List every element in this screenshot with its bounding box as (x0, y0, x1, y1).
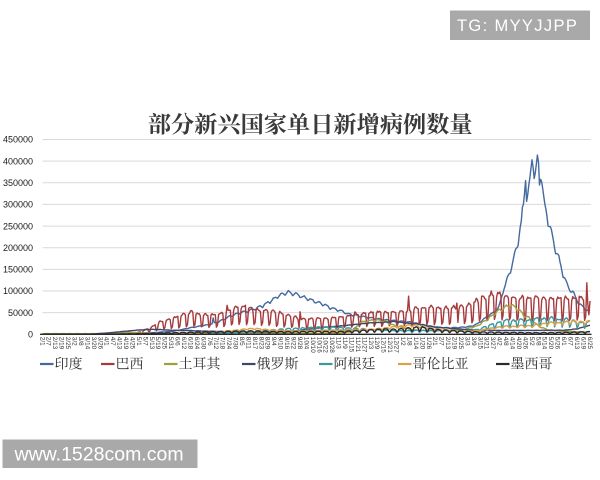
svg-text:2/1: 2/1 (431, 337, 438, 346)
svg-text:3/27: 3/27 (489, 337, 496, 350)
svg-text:8/5: 8/5 (238, 337, 245, 346)
svg-text:4/1: 4/1 (103, 337, 110, 346)
svg-text:12/9: 12/9 (373, 337, 380, 350)
svg-text:150000: 150000 (3, 265, 33, 275)
svg-text:12/15: 12/15 (380, 337, 387, 353)
svg-text:5/20: 5/20 (547, 337, 554, 350)
svg-text:2/19: 2/19 (58, 337, 65, 350)
svg-text:4/19: 4/19 (122, 337, 129, 350)
svg-text:6/24: 6/24 (193, 337, 200, 350)
svg-text:1/2: 1/2 (399, 337, 406, 346)
svg-text:4/25: 4/25 (129, 337, 136, 350)
svg-text:6/6: 6/6 (174, 337, 181, 346)
svg-text:350000: 350000 (3, 178, 33, 188)
svg-text:TG: MYYJJPP: TG: MYYJJPP (457, 17, 578, 35)
svg-text:7/12: 7/12 (212, 337, 219, 350)
svg-text:7/24: 7/24 (225, 337, 232, 350)
svg-text:250000: 250000 (3, 221, 33, 231)
svg-text:3/8: 3/8 (77, 337, 84, 346)
svg-text:6/13: 6/13 (573, 337, 580, 350)
svg-text:4/2: 4/2 (496, 337, 503, 346)
svg-text:1/14: 1/14 (412, 337, 419, 350)
svg-text:8/17: 8/17 (251, 337, 258, 350)
svg-text:6/12: 6/12 (180, 337, 187, 350)
svg-text:11/3: 11/3 (335, 337, 342, 349)
svg-text:7/30: 7/30 (232, 337, 239, 350)
svg-text:2/19: 2/19 (451, 337, 458, 350)
svg-text:11/9: 11/9 (341, 337, 348, 349)
svg-text:3/20: 3/20 (90, 337, 97, 350)
svg-text:7/6: 7/6 (206, 337, 213, 346)
svg-text:300000: 300000 (3, 200, 33, 210)
svg-text:50000: 50000 (8, 308, 33, 318)
svg-text:8/23: 8/23 (257, 337, 264, 350)
svg-text:12/21: 12/21 (386, 337, 393, 353)
svg-text:400000: 400000 (3, 156, 33, 166)
svg-text:6/18: 6/18 (186, 337, 193, 350)
svg-text:3/2: 3/2 (71, 337, 78, 346)
svg-text:10/10: 10/10 (309, 337, 316, 353)
svg-text:5/13: 5/13 (148, 337, 155, 350)
svg-text:2/7: 2/7 (438, 337, 445, 346)
svg-text:11/21: 11/21 (354, 337, 361, 353)
svg-text:1/26: 1/26 (425, 337, 432, 350)
svg-text:9/28: 9/28 (296, 337, 303, 350)
svg-text:2/1: 2/1 (38, 337, 45, 346)
svg-text:5/31: 5/31 (167, 337, 174, 350)
svg-text:3/26: 3/26 (96, 337, 103, 350)
svg-text:5/25: 5/25 (161, 337, 168, 350)
svg-text:6/30: 6/30 (199, 337, 206, 350)
svg-text:4/13: 4/13 (116, 337, 123, 350)
svg-text:100000: 100000 (3, 286, 33, 296)
svg-text:0: 0 (28, 330, 33, 340)
svg-text:5/14: 5/14 (541, 337, 548, 350)
svg-text:11/27: 11/27 (360, 337, 367, 353)
svg-text:2/13: 2/13 (51, 337, 58, 350)
svg-text:5/19: 5/19 (154, 337, 161, 350)
svg-text:9/16: 9/16 (283, 337, 290, 350)
svg-text:www.1528com.com: www.1528com.com (14, 444, 184, 466)
svg-text:6/7: 6/7 (567, 337, 574, 346)
svg-text:2/25: 2/25 (457, 337, 464, 350)
svg-text:12/3: 12/3 (367, 337, 374, 350)
svg-text:11/15: 11/15 (348, 337, 355, 353)
svg-text:9/10: 9/10 (277, 337, 284, 350)
svg-text:6/25: 6/25 (586, 337, 593, 350)
svg-text:6/1: 6/1 (560, 337, 567, 346)
svg-text:3/3: 3/3 (463, 337, 470, 346)
svg-text:3/15: 3/15 (476, 337, 483, 350)
svg-text:4/26: 4/26 (521, 337, 528, 350)
svg-text:2/13: 2/13 (444, 337, 451, 350)
svg-text:4/7: 4/7 (109, 337, 116, 346)
svg-text:3/21: 3/21 (483, 337, 490, 350)
svg-text:10/16: 10/16 (315, 337, 322, 353)
svg-text:9/22: 9/22 (290, 337, 297, 350)
svg-text:1/20: 1/20 (418, 337, 425, 350)
svg-text:5/26: 5/26 (554, 337, 561, 350)
svg-text:5/2: 5/2 (528, 337, 535, 346)
svg-text:450000: 450000 (3, 135, 33, 145)
svg-text:5/8: 5/8 (534, 337, 541, 346)
svg-text:200000: 200000 (3, 243, 33, 253)
svg-text:10/4: 10/4 (302, 337, 309, 350)
svg-text:5/7: 5/7 (141, 337, 148, 346)
svg-text:1/8: 1/8 (405, 337, 412, 346)
svg-text:4/14: 4/14 (509, 337, 516, 350)
svg-text:8/11: 8/11 (244, 337, 251, 349)
svg-text:2/25: 2/25 (64, 337, 71, 350)
svg-text:4/8: 4/8 (502, 337, 509, 346)
svg-text:3/14: 3/14 (83, 337, 90, 350)
svg-text:12/27: 12/27 (393, 337, 400, 353)
svg-text:4/20: 4/20 (515, 337, 522, 350)
svg-text:10/22: 10/22 (322, 337, 329, 353)
svg-text:7/18: 7/18 (219, 337, 226, 350)
svg-text:3/9: 3/9 (470, 337, 477, 346)
svg-text:9/4: 9/4 (270, 337, 277, 346)
svg-text:8/29: 8/29 (264, 337, 271, 350)
svg-text:2/7: 2/7 (45, 337, 52, 346)
svg-text:6/19: 6/19 (579, 337, 586, 350)
svg-text:5/1: 5/1 (135, 337, 142, 346)
svg-text:10/28: 10/28 (328, 337, 335, 353)
